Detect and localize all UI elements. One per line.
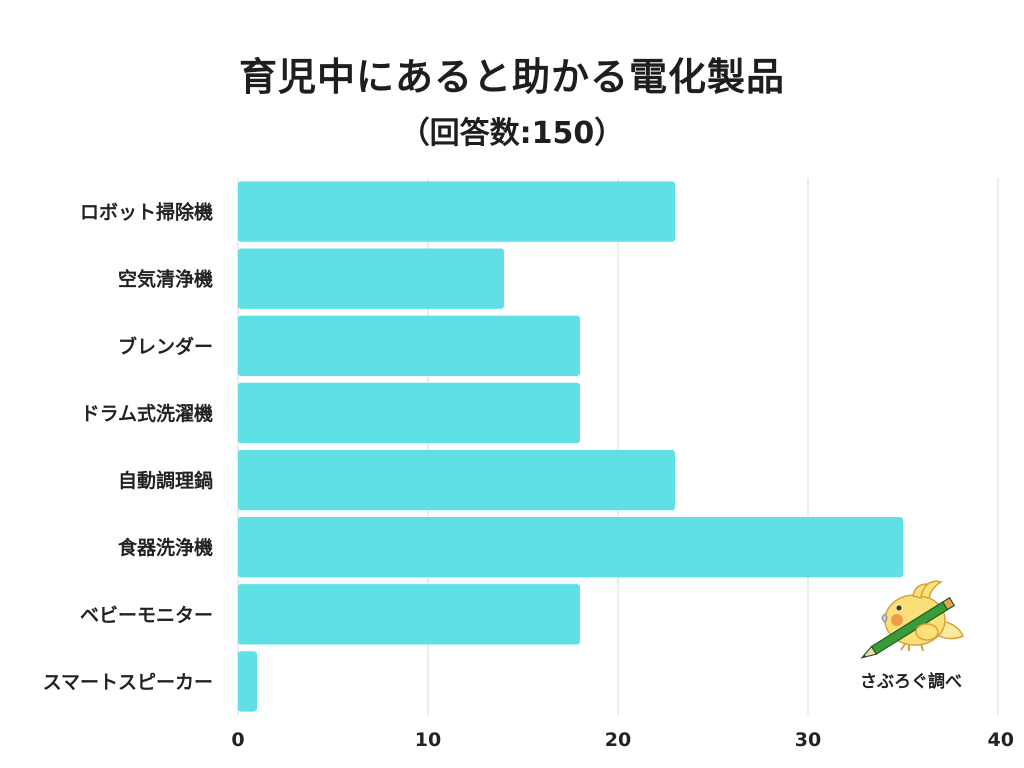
bars <box>238 181 903 712</box>
bar <box>238 584 580 645</box>
bar <box>238 651 257 712</box>
category-label: ロボット掃除機 <box>80 201 213 224</box>
x-tick-label: 40 <box>988 729 1014 751</box>
bar <box>238 382 580 444</box>
category-label: 食器洗浄機 <box>118 536 213 559</box>
bar <box>238 248 504 309</box>
category-label: ドラム式洗濯機 <box>81 402 213 425</box>
chart-subtitle: （回答数:150） <box>399 116 625 151</box>
category-label: ブレンダー <box>118 335 213 358</box>
category-label: 空気清浄機 <box>118 268 213 291</box>
x-tick-label: 30 <box>795 729 821 751</box>
credit-label: さぶろぐ調べ <box>860 671 962 692</box>
x-tick-label: 20 <box>605 729 631 751</box>
x-tick-label: 0 <box>231 729 244 751</box>
bar <box>238 181 675 242</box>
category-label: スマートスピーカー <box>43 671 213 693</box>
bar <box>238 449 675 511</box>
category-label: ベビーモニター <box>80 604 213 626</box>
bird-mascot-icon <box>860 580 964 659</box>
chart-title: 育児中にあると助かる電化製品 <box>238 55 785 99</box>
bar <box>238 315 580 377</box>
bar <box>238 516 903 578</box>
category-labels: ロボット掃除機空気清浄機ブレンダードラム式洗濯機自動調理鍋食器洗浄機ベビーモニタ… <box>43 201 213 694</box>
x-tick-label: 10 <box>415 729 441 751</box>
x-tick-labels: 0 10 20 30 40 <box>231 729 1014 751</box>
category-label: 自動調理鍋 <box>118 469 213 492</box>
